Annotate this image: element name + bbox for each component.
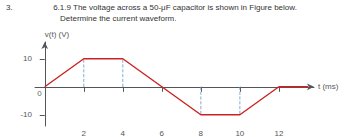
svg-text:0: 0 [37, 89, 42, 98]
svg-text:12: 12 [274, 129, 283, 137]
svg-text:2: 2 [82, 129, 87, 137]
svg-text:3.: 3. [6, 3, 13, 12]
svg-text:6: 6 [160, 129, 165, 137]
svg-text:4: 4 [121, 129, 126, 137]
svg-text:10: 10 [23, 54, 32, 63]
svg-text:t (ms): t (ms) [318, 82, 339, 91]
svg-text:v(t) (V): v(t) (V) [45, 30, 70, 39]
svg-text:6.1.9 The voltage across a 50-: 6.1.9 The voltage across a 50-μF capacit… [53, 3, 297, 12]
svg-text:10: 10 [235, 129, 244, 137]
svg-text:Determine the current waveform: Determine the current waveform. [60, 14, 177, 23]
svg-text:-10: -10 [20, 110, 32, 119]
svg-text:8: 8 [199, 129, 204, 137]
